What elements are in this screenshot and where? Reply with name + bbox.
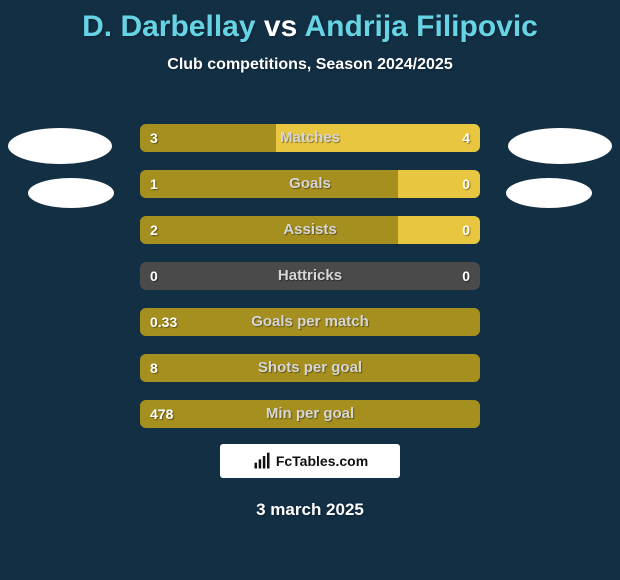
comparison-card: D. Darbellay vs Andrija Filipovic Club c…	[0, 0, 620, 580]
stat-row: 20Assists	[140, 216, 480, 244]
page-title: D. Darbellay vs Andrija Filipovic	[0, 0, 620, 44]
stat-label: Min per goal	[140, 400, 480, 428]
chart-icon	[252, 451, 272, 471]
stat-bars: 34Matches 10Goals 20Assists 00Hattricks 0.33…	[140, 124, 480, 446]
stat-row: 10Goals	[140, 170, 480, 198]
subtitle: Club competitions, Season 2024/2025	[0, 56, 620, 74]
stat-row: 478Min per goal	[140, 400, 480, 428]
player1-avatar-shape	[8, 128, 112, 164]
player1-name: D. Darbellay	[82, 10, 255, 43]
watermark: FcTables.com	[220, 444, 400, 478]
stat-label: Shots per goal	[140, 354, 480, 382]
player2-avatar-shape	[506, 178, 592, 208]
watermark-text: FcTables.com	[276, 453, 368, 469]
player2-name: Andrija Filipovic	[305, 10, 538, 43]
stat-label: Matches	[140, 124, 480, 152]
stat-row: 8Shots per goal	[140, 354, 480, 382]
date-text: 3 march 2025	[0, 500, 620, 520]
stat-row: 0.33Goals per match	[140, 308, 480, 336]
stat-row: 34Matches	[140, 124, 480, 152]
stat-label: Goals per match	[140, 308, 480, 336]
player1-avatar-shape	[28, 178, 114, 208]
title-vs: vs	[264, 10, 297, 43]
stat-label: Hattricks	[140, 262, 480, 290]
player2-avatar-shape	[508, 128, 612, 164]
stat-label: Assists	[140, 216, 480, 244]
stat-label: Goals	[140, 170, 480, 198]
stat-row: 00Hattricks	[140, 262, 480, 290]
